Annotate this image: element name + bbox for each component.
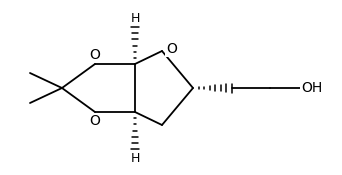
Text: H: H [130, 12, 140, 24]
Text: O: O [90, 114, 101, 128]
Text: OH: OH [301, 81, 323, 95]
Text: H: H [130, 152, 140, 164]
Text: O: O [167, 42, 177, 56]
Text: O: O [90, 48, 101, 62]
